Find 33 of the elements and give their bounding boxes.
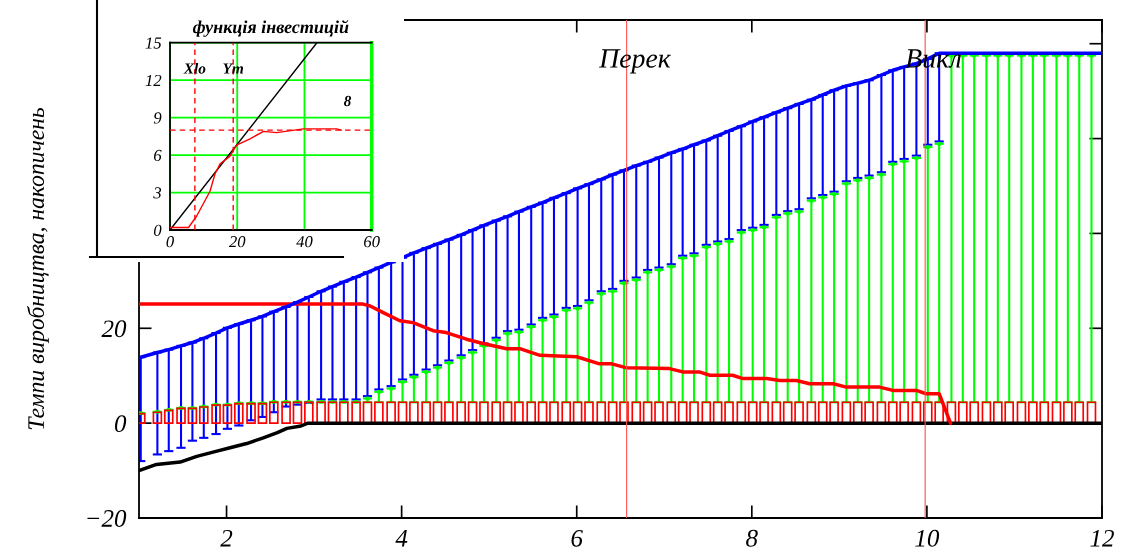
x-tick-label: 10 (915, 529, 940, 547)
ref-line-label: 8 (343, 95, 352, 107)
bar (292, 401, 303, 424)
y-tick-label: 3 (153, 187, 162, 199)
y-tick-label: 6 (154, 149, 162, 162)
x-tick-label: 40 (296, 236, 313, 248)
bar (233, 402, 244, 424)
y-tick-label: 15 (145, 37, 162, 49)
x-tick-label: 6 (571, 529, 583, 547)
bar (269, 401, 279, 424)
x-tick-label: 0 (166, 236, 174, 248)
y-tick-label: 12 (145, 74, 162, 86)
y-axis-title: Темпи виробництва, накопичень (26, 108, 49, 430)
y-tick-label: −20 (87, 510, 127, 527)
bar (246, 402, 256, 424)
y-tick-label: 0 (153, 224, 162, 236)
line-series (139, 302, 953, 425)
x-tick-label: 12 (1090, 529, 1114, 547)
y-tick-label: 0 (114, 415, 127, 433)
bar (222, 404, 233, 424)
ref-line-label: Xlo (183, 62, 206, 74)
chart-title: функція інвестицій (192, 19, 349, 37)
x-tick-label: 60 (364, 236, 380, 248)
bar (281, 401, 291, 424)
x-tick-label: 8 (746, 529, 758, 547)
x-tick-label: 4 (395, 530, 408, 547)
bar (211, 404, 221, 424)
bar (257, 402, 268, 424)
y-tick-label: 20 (101, 320, 127, 338)
x-tick-label: 2 (220, 529, 233, 547)
y-tick-label: 9 (153, 112, 162, 124)
x-tick-label: 20 (228, 236, 246, 248)
bar (304, 401, 314, 424)
